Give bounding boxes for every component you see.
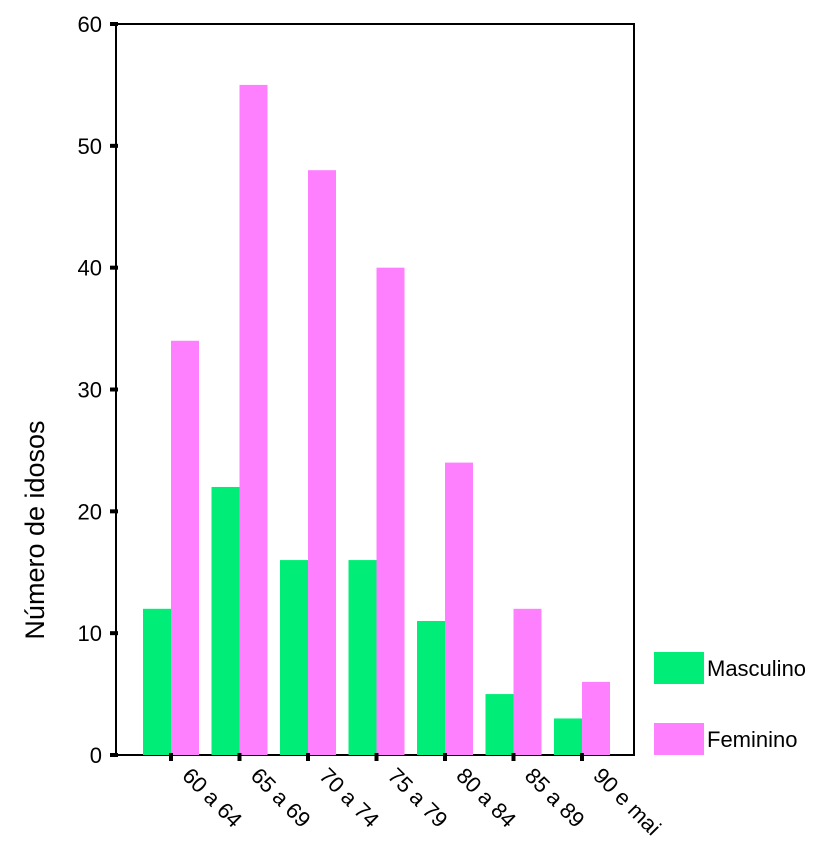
- x-tick-label: 80 a 84: [451, 763, 521, 833]
- bars-group: [143, 84, 610, 755]
- x-tick-label: 75 a 79: [383, 763, 453, 833]
- legend: Masculino Feminino: [654, 652, 806, 755]
- y-tick-label: 30: [78, 378, 102, 403]
- y-tick-label: 0: [90, 743, 102, 768]
- legend-label-masculino: Masculino: [707, 656, 806, 681]
- y-tick-label: 40: [78, 256, 102, 281]
- bar-masculino-3: [348, 560, 377, 755]
- x-tick-label: 65 a 69: [246, 763, 316, 833]
- bar-masculino-1: [211, 486, 240, 755]
- bar-feminino-0: [171, 340, 199, 755]
- bar-masculino-2: [280, 560, 308, 755]
- legend-swatch-masculino: [654, 652, 704, 684]
- y-axis-title: Número de idosos: [20, 420, 50, 639]
- bar-feminino-3: [376, 267, 405, 755]
- bar-feminino-4: [445, 462, 473, 755]
- bar-feminino-2: [308, 170, 336, 755]
- y-axis: 0 10 20 30 40 50 60: [78, 12, 118, 768]
- y-tick-label: 50: [78, 134, 102, 159]
- y-tick-label: 20: [78, 499, 102, 524]
- bar-masculino-6: [554, 718, 582, 755]
- bar-masculino-5: [485, 694, 514, 755]
- y-tick-label: 10: [78, 621, 102, 646]
- x-tick-label: 90 e mai: [588, 763, 665, 840]
- y-tick-label: 60: [78, 12, 102, 37]
- x-tick-label: 70 a 74: [314, 763, 384, 833]
- x-tick-label: 60 a 64: [177, 763, 247, 833]
- legend-label-feminino: Feminino: [707, 727, 797, 752]
- bar-feminino-5: [513, 608, 542, 755]
- bar-masculino-4: [417, 620, 445, 755]
- x-tick-label: 85 a 89: [520, 763, 590, 833]
- bar-feminino-6: [582, 681, 610, 755]
- legend-swatch-feminino: [654, 723, 704, 755]
- bar-masculino-0: [143, 608, 171, 755]
- bar-feminino-1: [239, 84, 268, 755]
